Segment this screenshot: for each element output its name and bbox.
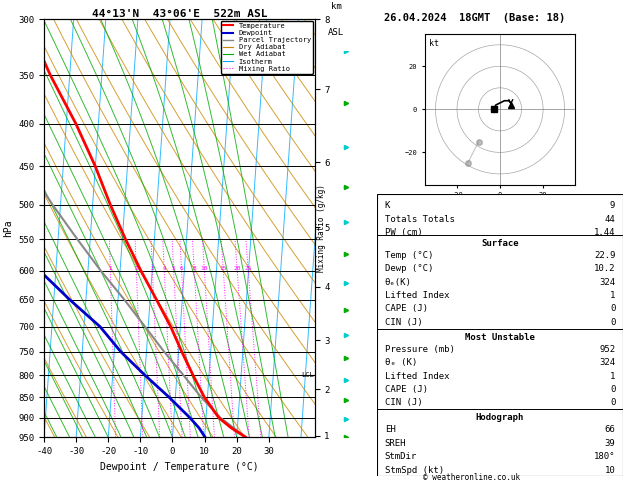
Text: Lifted Index: Lifted Index (385, 291, 449, 300)
Text: CIN (J): CIN (J) (385, 399, 423, 407)
Text: 15: 15 (220, 266, 227, 271)
Text: 25: 25 (244, 266, 252, 271)
Text: CAPE (J): CAPE (J) (385, 304, 428, 313)
Title: 44°13'N  43°06'E  522m ASL: 44°13'N 43°06'E 522m ASL (91, 9, 267, 18)
Text: 5: 5 (172, 266, 175, 271)
Text: 22.9: 22.9 (594, 251, 615, 260)
Text: StmDir: StmDir (385, 452, 417, 461)
Text: θₑ(K): θₑ(K) (385, 278, 411, 287)
Text: K: K (385, 201, 390, 210)
Text: 44: 44 (604, 214, 615, 224)
Text: 952: 952 (599, 345, 615, 354)
Text: Surface: Surface (481, 239, 519, 248)
Text: 6: 6 (180, 266, 183, 271)
Text: Lifted Index: Lifted Index (385, 372, 449, 381)
Text: Hodograph: Hodograph (476, 413, 524, 422)
Text: 0: 0 (610, 318, 615, 327)
Text: 66: 66 (604, 425, 615, 434)
Text: 10: 10 (201, 266, 208, 271)
Text: 0: 0 (610, 385, 615, 394)
Text: 20: 20 (233, 266, 241, 271)
Text: kt: kt (429, 38, 439, 48)
Text: Totals Totals: Totals Totals (385, 214, 455, 224)
Text: Pressure (mb): Pressure (mb) (385, 345, 455, 354)
Text: 26.04.2024  18GMT  (Base: 18): 26.04.2024 18GMT (Base: 18) (384, 13, 565, 23)
Text: θₑ (K): θₑ (K) (385, 358, 417, 367)
Text: SREH: SREH (385, 439, 406, 448)
Text: 1: 1 (610, 372, 615, 381)
Text: PW (cm): PW (cm) (385, 228, 423, 237)
Text: 1: 1 (108, 266, 112, 271)
Text: 0: 0 (610, 399, 615, 407)
Text: LCL: LCL (301, 372, 313, 378)
Text: km: km (331, 2, 342, 11)
Text: 9: 9 (610, 201, 615, 210)
Text: ASL: ASL (328, 28, 344, 37)
Text: 10.2: 10.2 (594, 264, 615, 273)
Text: EH: EH (385, 425, 396, 434)
Text: Temp (°C): Temp (°C) (385, 251, 433, 260)
Text: 0: 0 (610, 304, 615, 313)
Text: Dewp (°C): Dewp (°C) (385, 264, 433, 273)
Text: 3: 3 (150, 266, 154, 271)
Text: 180°: 180° (594, 452, 615, 461)
Text: 4: 4 (162, 266, 166, 271)
Legend: Temperature, Dewpoint, Parcel Trajectory, Dry Adiabat, Wet Adiabat, Isotherm, Mi: Temperature, Dewpoint, Parcel Trajectory… (221, 21, 313, 74)
Text: 10: 10 (604, 466, 615, 474)
Text: Mixing Ratio (g/kg): Mixing Ratio (g/kg) (317, 185, 326, 272)
Text: StmSpd (kt): StmSpd (kt) (385, 466, 444, 474)
Text: © weatheronline.co.uk: © weatheronline.co.uk (423, 473, 520, 482)
Text: 324: 324 (599, 278, 615, 287)
Text: 2: 2 (135, 266, 138, 271)
Text: 8: 8 (192, 266, 196, 271)
Text: 39: 39 (604, 439, 615, 448)
Y-axis label: hPa: hPa (3, 220, 13, 237)
Text: 1.44: 1.44 (594, 228, 615, 237)
Text: CIN (J): CIN (J) (385, 318, 423, 327)
Text: 324: 324 (599, 358, 615, 367)
Text: Most Unstable: Most Unstable (465, 332, 535, 342)
X-axis label: Dewpoint / Temperature (°C): Dewpoint / Temperature (°C) (100, 462, 259, 472)
Text: CAPE (J): CAPE (J) (385, 385, 428, 394)
Text: 1: 1 (610, 291, 615, 300)
